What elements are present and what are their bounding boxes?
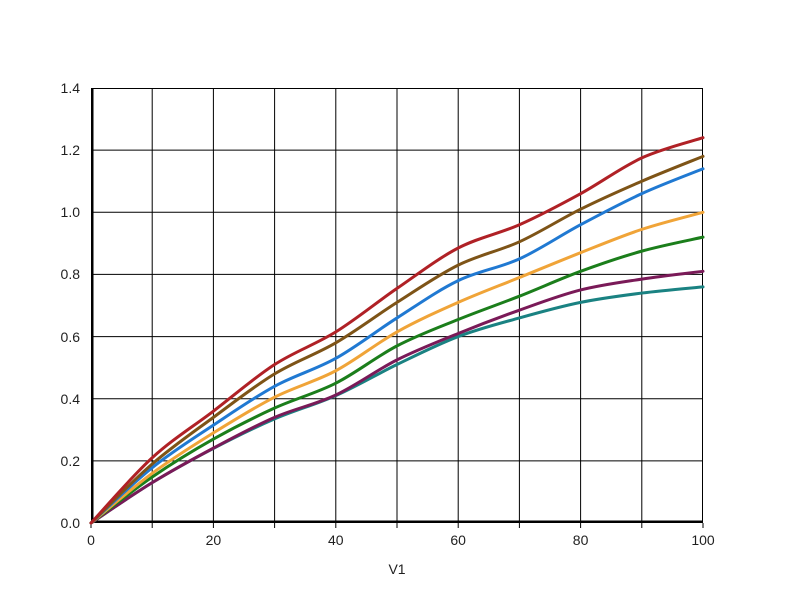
y-tick-label: 0.4 — [60, 390, 80, 407]
y-tick-label: 0.6 — [60, 328, 80, 345]
x-tick-label: 20 — [205, 532, 222, 548]
x-tick-label: 0 — [87, 532, 95, 548]
line-chart — [89, 88, 705, 528]
x-axis-title: V1 — [388, 561, 406, 577]
y-tick-label: 0.8 — [60, 266, 80, 283]
series-line-blue — [89, 167, 705, 525]
x-tick-label: 100 — [691, 532, 715, 548]
plot-area — [89, 88, 705, 528]
x-tick-label: 60 — [450, 532, 466, 548]
y-tick-label: 0.0 — [60, 515, 80, 531]
y-tick-label: 1.4 — [60, 80, 80, 96]
series-line-dark-red — [89, 136, 705, 525]
series-line-green — [89, 235, 705, 525]
y-tick-label: 0.2 — [60, 452, 80, 469]
x-tick-label: 40 — [328, 532, 344, 548]
x-tick-label: 80 — [572, 532, 589, 548]
series-line-orange — [89, 210, 705, 525]
y-tick-label: 1.0 — [60, 204, 80, 221]
y-tick-label: 1.2 — [60, 142, 80, 159]
series-line-purple — [89, 269, 705, 525]
series-line-olive-brown — [89, 154, 705, 525]
